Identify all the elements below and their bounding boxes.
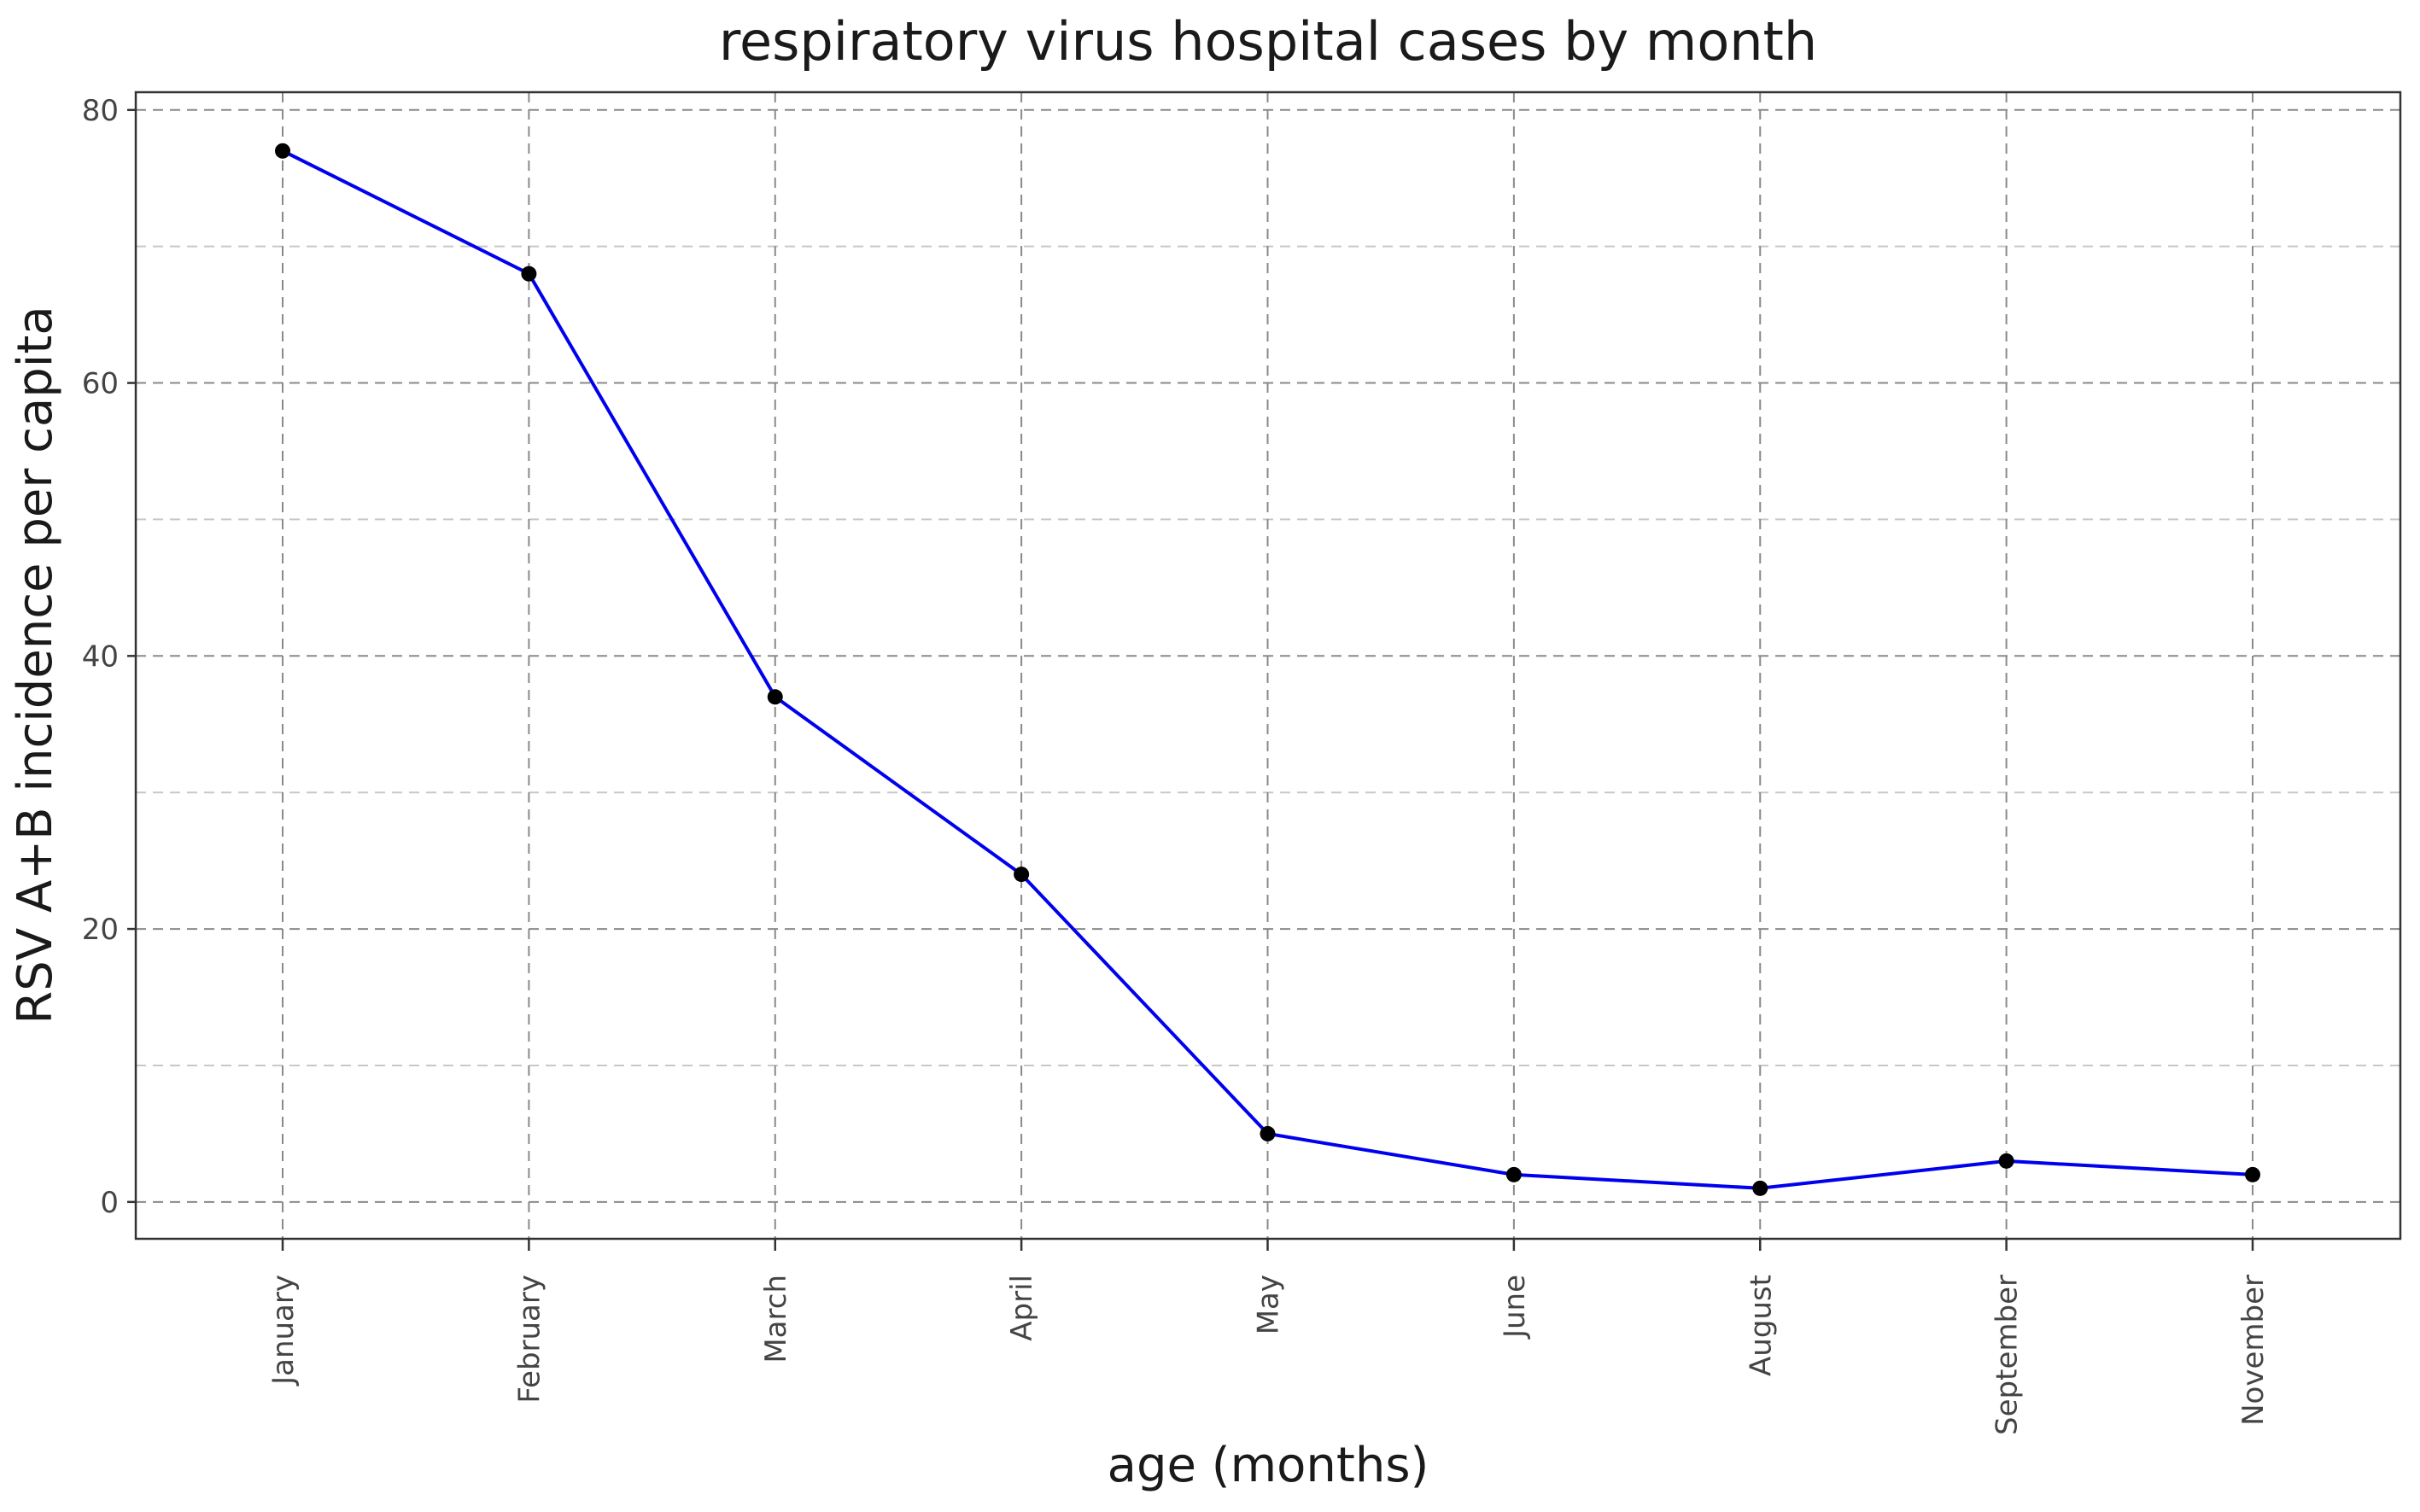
x-tick-label: April — [1005, 1275, 1039, 1341]
data-point-june — [1505, 1166, 1522, 1182]
data-point-november — [2245, 1166, 2260, 1182]
chart-title: respiratory virus hospital cases by mont… — [719, 10, 1817, 73]
x-tick-label: March — [759, 1275, 793, 1363]
y-axis: 0 20 40 60 80 — [82, 94, 136, 1220]
data-point-september — [1998, 1153, 2014, 1169]
y-tick-label: 60 — [82, 367, 119, 401]
y-axis-label: RSV A+B incidence per capita — [8, 306, 63, 1024]
x-tick-label: August — [1744, 1275, 1778, 1376]
y-tick-label: 40 — [82, 639, 119, 674]
y-tick-label: 0 — [100, 1186, 119, 1220]
data-point-august — [1752, 1180, 1768, 1196]
plot-frame — [134, 90, 2402, 1241]
data-point-march — [767, 689, 783, 705]
gridlines — [136, 92, 2400, 1239]
data-point-february — [521, 266, 537, 282]
x-tick-label: September — [1990, 1275, 2025, 1435]
y-tick-label: 20 — [82, 913, 119, 947]
data-points — [275, 143, 2260, 1196]
x-tick-label: June — [1498, 1275, 1532, 1340]
y-tick-label: 80 — [82, 94, 119, 128]
x-tick-label: February — [512, 1275, 547, 1404]
x-axis: January February March April May June August Se… — [266, 1239, 2271, 1435]
x-tick-label: January — [266, 1275, 301, 1386]
x-axis-label: age (months) — [1108, 1438, 1429, 1493]
x-tick-label: May — [1252, 1275, 1286, 1334]
data-point-april — [1014, 867, 1030, 883]
data-point-january — [275, 143, 290, 159]
data-point-may — [1260, 1125, 1276, 1141]
x-tick-label: November — [2236, 1275, 2271, 1426]
